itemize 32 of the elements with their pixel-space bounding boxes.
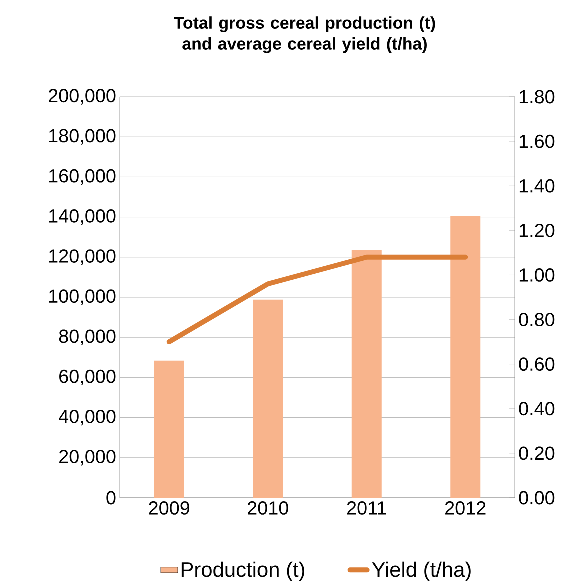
x-tick-label: 2010: [248, 502, 288, 515]
y2-tick-label: 0.40: [519, 402, 555, 416]
y-tick-label: 80,000: [59, 330, 116, 346]
y2-tick-label: 0.00: [519, 491, 555, 505]
y2-tick-label: 1.40: [520, 179, 555, 193]
x-tick-label: 2009: [149, 502, 190, 515]
y-tick-label: 40,000: [59, 410, 116, 426]
y-tick-label: 0: [106, 491, 116, 505]
y2-tick-label: 1.20: [520, 224, 555, 238]
bar: [154, 360, 184, 498]
y2-tick-label: 1.80: [520, 90, 555, 104]
y-tick-label: 200,000: [49, 89, 116, 105]
y-tick-label: 180,000: [49, 129, 116, 145]
y2-tick-label: 1.00: [520, 268, 555, 282]
y-tick-label: 20,000: [60, 450, 116, 466]
y-tick-label: 120,000: [49, 250, 116, 266]
x-tick-label: 2011: [347, 502, 386, 515]
y-tick-label: 160,000: [49, 169, 116, 186]
bar: [352, 250, 382, 498]
x-tick-label: 2012: [446, 502, 486, 515]
y-tick-label: 140,000: [49, 209, 116, 226]
y-tick-label: 100,000: [49, 290, 116, 306]
y2-tick-label: 1.60: [520, 134, 555, 148]
y-tick-label: 60,000: [60, 370, 116, 386]
y2-tick-label: 0.20: [519, 446, 555, 460]
bar: [450, 216, 481, 498]
y2-tick-label: 0.60: [519, 358, 555, 372]
chart-title: Total gross cereal production (t) and average cereal yield (t/ha): [174, 16, 436, 54]
legend-label: Production (t): [182, 562, 304, 581]
bar: [253, 300, 284, 498]
legend-label: Yield (t/ha): [372, 562, 471, 581]
y2-tick-label: 0.80: [519, 313, 555, 326]
